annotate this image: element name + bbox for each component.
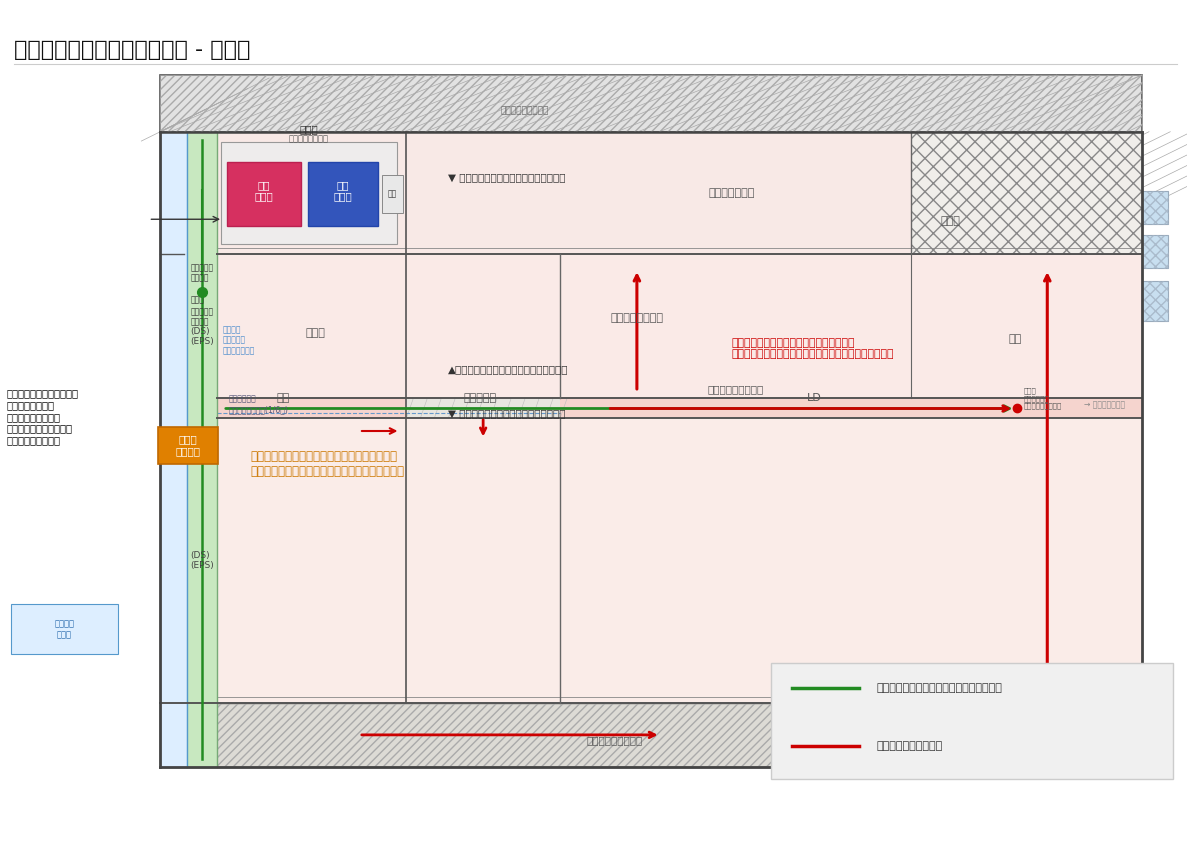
Bar <box>217 418 1142 703</box>
Bar <box>1142 235 1168 269</box>
Text: 吹抜: 吹抜 <box>1009 334 1022 344</box>
Bar <box>11 605 118 654</box>
Text: 家事室: 家事室 <box>305 328 325 338</box>
Text: エアコン
室外機: エアコン 室外機 <box>55 620 75 639</box>
Bar <box>406 398 560 418</box>
Text: エアコンによる冷暖房: エアコンによる冷暖房 <box>877 741 943 751</box>
Bar <box>161 131 187 767</box>
Text: エアコン
室内給気口
＊不足風量補填: エアコン 室内給気口 ＊不足風量補填 <box>223 325 255 355</box>
Bar <box>161 75 1142 131</box>
Text: LD: LD <box>807 392 822 402</box>
Bar <box>307 163 378 226</box>
Text: エアコンにより最適な温度になった空気は
窓の付近など、必要な箇所に設けた床スリットから排出: エアコンにより最適な温度になった空気は 窓の付近など、必要な箇所に設けた床スリッ… <box>731 338 894 360</box>
Text: （階間チャンバー）: （階間チャンバー） <box>707 384 765 394</box>
Text: （天井裏スペース）: （天井裏スペース） <box>501 106 549 115</box>
Text: 清浄・熱交換された外気は
エアコン用１本、
換気用１本に分岐。
さらに、換気用の１本は
階間・基瞐に分岐。: 清浄・熱交換された外気は エアコン用１本、 換気用１本に分岐。 さらに、換気用の… <box>6 389 79 445</box>
Text: （設備スペース）: （設備スペース） <box>288 135 329 144</box>
Text: 全熱交換器
スイッチ: 全熱交換器 スイッチ <box>191 307 214 327</box>
Text: → 取出しスリット: → 取出しスリット <box>1084 401 1125 410</box>
Text: 小屋裏: 小屋裏 <box>299 125 318 134</box>
Bar <box>1142 191 1168 224</box>
Text: ▼ 床表面（冬は暖かく。夏は涼しく。）: ▼ 床表面（冬は暖かく。夏は涼しく。） <box>448 408 566 418</box>
Bar <box>217 131 1142 254</box>
Text: 外気清浄機
スイッチ: 外気清浄機 スイッチ <box>191 263 214 282</box>
Text: ダクト
エアコン: ダクト エアコン <box>175 434 200 456</box>
Bar <box>1142 235 1168 269</box>
Bar <box>217 254 1142 398</box>
Text: (DS)
(EPS): (DS) (EPS) <box>189 551 213 570</box>
Text: （基瞐チャンバー）: （基瞐チャンバー） <box>586 735 642 745</box>
Text: 「野方の家」空気の綺麗な家 - 冷暖房: 「野方の家」空気の綺麗な家 - 冷暖房 <box>13 40 250 60</box>
Bar <box>220 141 397 244</box>
Text: 全熱交換器で室内に近い温度になった空気は、
さらにエアコンの設定温度に従い最適な温度に。: 全熱交換器で室内に近い温度になった空気は、 さらにエアコンの設定温度に従い最適な… <box>250 450 404 478</box>
Bar <box>161 703 1142 767</box>
Bar <box>771 663 1173 780</box>
Bar <box>1142 191 1168 224</box>
Text: ロフト: ロフト <box>941 216 960 226</box>
Bar <box>217 703 1142 767</box>
Bar <box>217 398 1142 418</box>
Bar <box>158 427 218 463</box>
Bar <box>161 75 1142 131</box>
Text: 階段下収納: 階段下収納 <box>463 392 497 402</box>
Text: 天井裏スペース: 天井裏スペース <box>709 189 755 199</box>
Bar <box>161 131 1142 767</box>
Bar <box>187 131 217 767</box>
Text: 空調換気口：
スペースへ吹出し(1/6本): 空調換気口： スペースへ吹出し(1/6本) <box>229 395 288 414</box>
Text: 全電動: 全電動 <box>191 296 205 305</box>
Bar <box>911 131 1142 254</box>
Bar <box>1142 281 1168 321</box>
Text: ▼ 床表面（冬は暖かく。夏は涼しく。）: ▼ 床表面（冬は暖かく。夏は涼しく。） <box>448 173 566 183</box>
Bar <box>226 163 300 226</box>
Text: 外気: 外気 <box>387 189 397 199</box>
Bar <box>161 703 1142 767</box>
Text: 外気
清浄機: 外気 清浄機 <box>333 180 353 201</box>
Text: ▲天井表面（冬は暖かく。夏は涼しく。）: ▲天井表面（冬は暖かく。夏は涼しく。） <box>448 365 568 375</box>
Text: (DS)
(EPS): (DS) (EPS) <box>189 327 213 346</box>
Text: 全熱
交換器: 全熱 交換器 <box>254 180 273 201</box>
Text: 給気（清浄後、適切な温度になった空気）: 給気（清浄後、適切な温度になった空気） <box>877 683 1003 693</box>
Text: ユーティリティー: ユーティリティー <box>611 313 663 323</box>
Text: 取出し
スリット？１
＊排出し窓口部など: 取出し スリット？１ ＊排出し窓口部など <box>1023 387 1062 409</box>
Bar <box>381 175 403 213</box>
Text: 前室: 前室 <box>276 392 289 402</box>
Bar <box>1142 281 1168 321</box>
